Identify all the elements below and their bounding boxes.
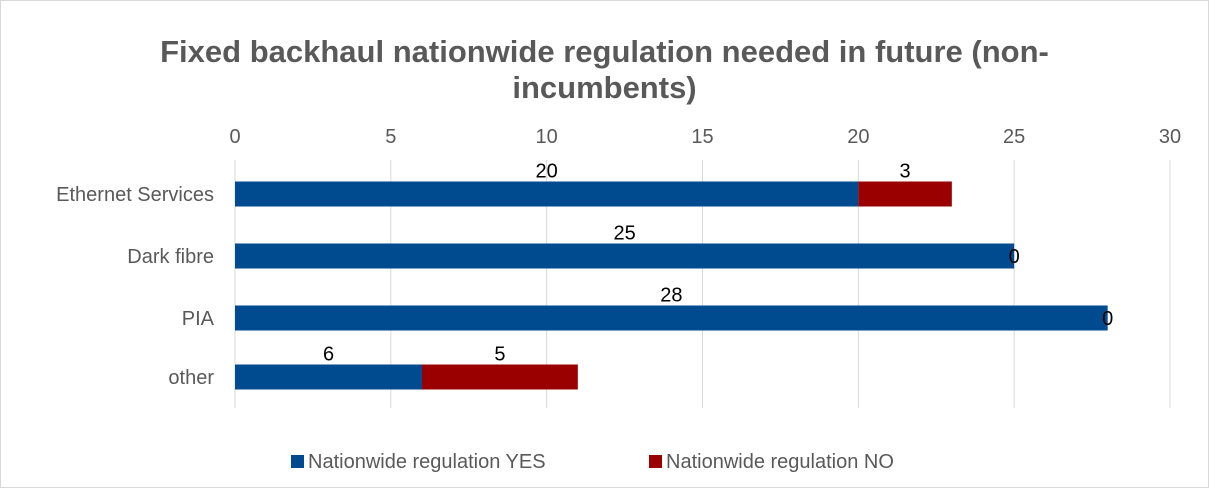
legend-swatch [649, 455, 662, 468]
legend-label: Nationwide regulation NO [666, 451, 894, 473]
data-label: 28 [660, 285, 682, 307]
bar-yes [235, 364, 422, 390]
x-tick-label: 25 [1003, 126, 1025, 148]
legend-swatch [291, 455, 304, 468]
x-tick-label: 30 [1159, 126, 1181, 148]
category-label: Dark fibre [127, 246, 214, 268]
category-label: other [168, 367, 214, 389]
data-label: 0 [1009, 246, 1020, 268]
data-label: 5 [494, 344, 505, 366]
bar-no [422, 364, 578, 390]
bar-no [858, 181, 952, 207]
x-tick-label: 0 [229, 126, 240, 148]
chart-title: Fixed backhaul nationwide regulation nee… [0, 34, 1209, 106]
x-tick-label: 15 [691, 126, 713, 148]
chart-title-line2: incumbents) [512, 70, 697, 105]
data-label: 20 [536, 161, 558, 183]
category-label: Ethernet Services [56, 184, 214, 206]
data-label: 0 [1102, 308, 1113, 330]
x-tick-label: 5 [385, 126, 396, 148]
chart-title-line1: Fixed backhaul nationwide regulation nee… [160, 34, 1049, 69]
legend-label: Nationwide regulation YES [308, 451, 546, 473]
category-label: PIA [182, 308, 215, 330]
bar-yes [235, 305, 1108, 331]
bar-yes [235, 243, 1015, 269]
bar-yes [235, 181, 859, 207]
data-label: 3 [900, 161, 911, 183]
x-tick-label: 20 [847, 126, 869, 148]
data-label: 25 [613, 223, 635, 245]
x-tick-label: 10 [536, 126, 558, 148]
data-label: 6 [323, 344, 334, 366]
